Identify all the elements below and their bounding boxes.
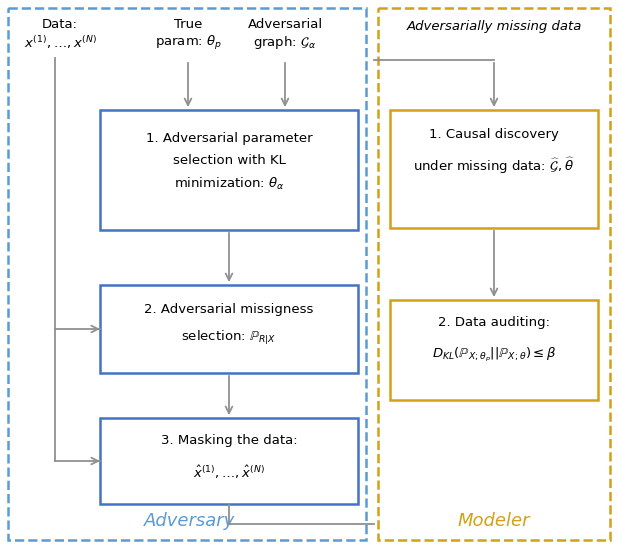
Bar xyxy=(390,110,598,228)
Text: 1. Adversarial parameter: 1. Adversarial parameter xyxy=(146,132,312,145)
Text: graph: $\mathcal{G}_{\alpha}$: graph: $\mathcal{G}_{\alpha}$ xyxy=(253,34,316,51)
Text: $\hat{x}^{(1)}, \ldots, \hat{x}^{(N)}$: $\hat{x}^{(1)}, \ldots, \hat{x}^{(N)}$ xyxy=(193,464,265,481)
Text: 2. Data auditing:: 2. Data auditing: xyxy=(438,316,550,329)
Text: param: $\theta_p$: param: $\theta_p$ xyxy=(154,34,221,52)
Bar xyxy=(100,418,358,504)
Text: 1. Causal discovery: 1. Causal discovery xyxy=(429,128,559,141)
Text: Adversary: Adversary xyxy=(145,512,235,530)
Text: minimization: $\theta_{\alpha}$: minimization: $\theta_{\alpha}$ xyxy=(174,176,284,192)
Text: selection with KL: selection with KL xyxy=(172,154,286,167)
Text: selection: $\mathbb{P}_{R|X}$: selection: $\mathbb{P}_{R|X}$ xyxy=(181,329,277,347)
Text: $D_{KL}(\mathbb{P}_{X;\theta_p}||\mathbb{P}_{X;\theta}) \leq \beta$: $D_{KL}(\mathbb{P}_{X;\theta_p}||\mathbb… xyxy=(432,346,556,364)
Bar xyxy=(390,300,598,400)
Text: Data:: Data: xyxy=(42,18,78,31)
Text: True: True xyxy=(174,18,202,31)
Text: 2. Adversarial missigness: 2. Adversarial missigness xyxy=(145,303,314,316)
Bar xyxy=(100,285,358,373)
Text: $x^{(1)}, \ldots, x^{(N)}$: $x^{(1)}, \ldots, x^{(N)}$ xyxy=(23,34,96,51)
Text: Modeler: Modeler xyxy=(458,512,530,530)
Bar xyxy=(8,8,366,540)
Text: 3. Masking the data:: 3. Masking the data: xyxy=(161,434,297,447)
Text: under missing data: $\widehat{\mathcal{G}}, \widehat{\theta}$: under missing data: $\widehat{\mathcal{G… xyxy=(413,156,575,176)
Bar xyxy=(100,110,358,230)
Bar xyxy=(378,8,610,540)
Text: Adversarial: Adversarial xyxy=(247,18,323,31)
Text: Adversarially missing data: Adversarially missing data xyxy=(406,20,582,33)
